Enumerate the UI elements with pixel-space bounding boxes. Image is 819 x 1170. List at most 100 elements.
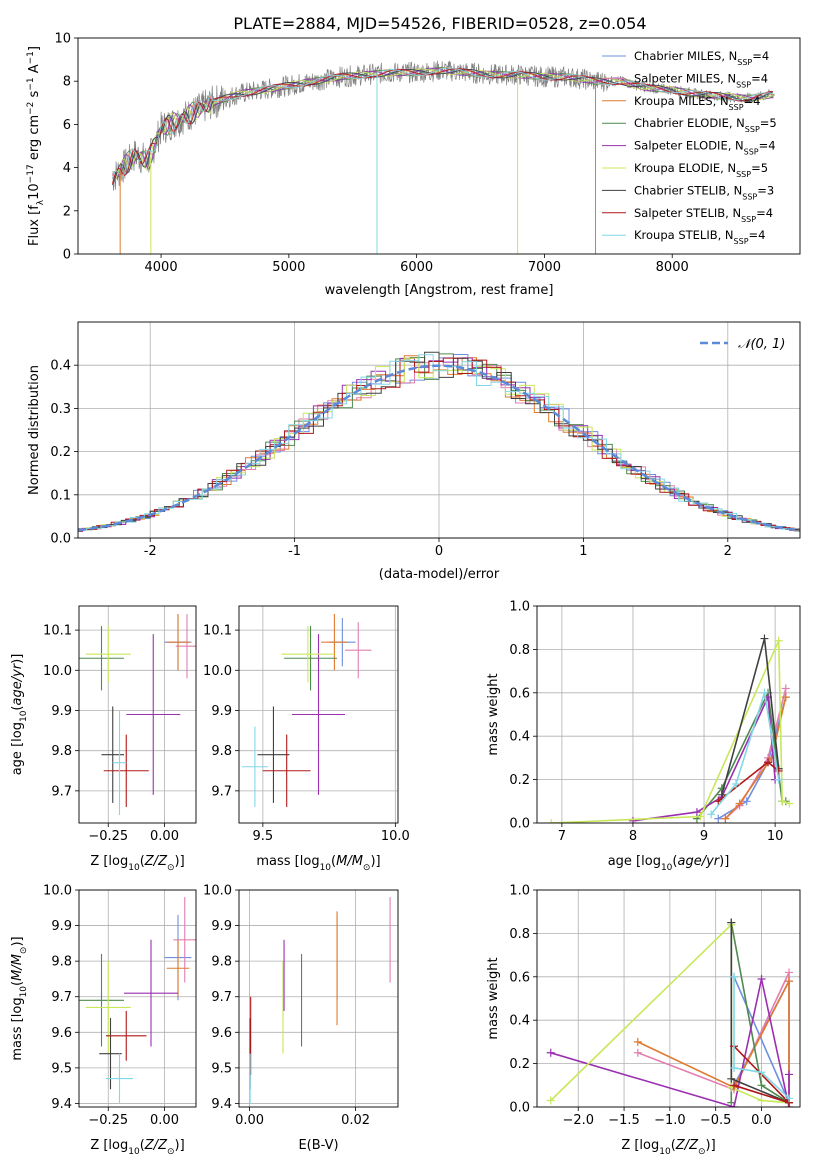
y-tick-label: 9.5 bbox=[211, 1061, 232, 1076]
y-tick-label: 10.0 bbox=[43, 884, 72, 899]
label-part: age [log bbox=[608, 854, 661, 869]
weight-line-kroupa-stelib bbox=[710, 692, 780, 815]
weight-marker-kroupa-stelib bbox=[785, 1094, 794, 1103]
x-tick-label: 8 bbox=[629, 829, 637, 844]
label-part: Z [log bbox=[90, 1138, 128, 1153]
model-line-chabrier-stelib bbox=[112, 68, 774, 185]
label-part: ( bbox=[331, 854, 336, 869]
weight_vs_age-plot bbox=[547, 634, 794, 823]
y-tick-label: 1.0 bbox=[509, 600, 530, 615]
y-tick-label: 0.0 bbox=[509, 1101, 530, 1116]
label-part: )] bbox=[706, 1138, 716, 1153]
y-tick-label: 9.7 bbox=[211, 990, 232, 1005]
label-part: E(B-V) bbox=[298, 1138, 338, 1153]
label-part: ( bbox=[140, 1138, 145, 1153]
x-tick-label: 8000 bbox=[656, 260, 689, 275]
x-tick-label: −1.5 bbox=[608, 1113, 640, 1128]
legend-label-normal: 𝒩(0, 1) bbox=[738, 337, 785, 352]
y-tick-label: 9.6 bbox=[51, 1026, 72, 1041]
y-tick-label: 0.2 bbox=[50, 445, 71, 460]
weight-marker-salpeter-stelib bbox=[764, 758, 773, 767]
weight-marker-chabrier-elodie bbox=[727, 1098, 736, 1107]
x-tick-label: −0.25 bbox=[88, 1113, 128, 1128]
y-tick-label: 0.8 bbox=[509, 927, 530, 942]
axes-frame bbox=[78, 889, 197, 1108]
y-tick-label: 10.1 bbox=[43, 624, 72, 639]
label-part: age/yr bbox=[677, 854, 720, 869]
model-line-salpeter-elodie bbox=[112, 67, 774, 179]
y-tick-label: 8 bbox=[63, 75, 71, 90]
label-part: M/M bbox=[336, 854, 363, 869]
y-tick-label: 0.0 bbox=[50, 532, 71, 547]
axes-weight_vs_Z: −2.0 −1.5 −1.0 −0.5 0.0 0.0 0.2 0.4 0.6 0.8 1.0 Z [… bbox=[486, 884, 801, 1157]
label-part: 10 bbox=[19, 710, 29, 722]
spectrum-xlabel: wavelength [Angstrom, rest frame] bbox=[325, 283, 554, 298]
weight-marker-salpeter-miles bbox=[633, 1048, 642, 1057]
weight-marker-kroupa-elodie bbox=[785, 799, 794, 808]
label-part: 10 bbox=[320, 863, 332, 873]
figure-title: PLATE=2884, MJD=54526, FIBERID=0528, z=0… bbox=[233, 14, 646, 33]
label-part: ( bbox=[10, 981, 25, 986]
y-tick-label: 0.2 bbox=[509, 1057, 530, 1072]
legend-text: Salpeter STELIB, N bbox=[634, 206, 741, 220]
y-tick-label: 9.9 bbox=[51, 919, 72, 934]
x-tick-label: 0.00 bbox=[150, 829, 179, 844]
x-tick-label: 7000 bbox=[528, 260, 561, 275]
weight-marker-kroupa-elodie bbox=[547, 819, 556, 823]
histogram-plot bbox=[78, 351, 800, 532]
y-tick-label: 9.9 bbox=[211, 704, 232, 719]
legend-sub: SSP bbox=[741, 214, 756, 223]
model-line-kroupa-stelib bbox=[112, 67, 773, 179]
normal-curve bbox=[78, 364, 800, 532]
x-tick-label: -2 bbox=[144, 544, 157, 559]
weight-marker-chabrier-elodie bbox=[757, 1081, 766, 1090]
weight-marker-kroupa-miles bbox=[767, 753, 776, 762]
label-part: s bbox=[27, 90, 42, 101]
legend-text: Chabrier STELIB, N bbox=[634, 183, 742, 197]
x-tick-label: 4000 bbox=[145, 260, 178, 275]
x-tick-label: 9.5 bbox=[253, 829, 274, 844]
axes-mass_vs_ebv: 0.00 0.02 9.4 9.5 9.6 9.7 9.8 9.9 10.0 E(B-V) bbox=[203, 884, 399, 1153]
label-part: mass [log bbox=[10, 997, 25, 1060]
legend-text: =4 bbox=[756, 206, 773, 220]
weight-marker-kroupa-stelib bbox=[707, 810, 716, 819]
label-part: )] bbox=[175, 854, 185, 869]
legend-label-salpeter-elodie: Salpeter ELODIE, NSSP=4 bbox=[634, 139, 776, 157]
y-tick-label: 6 bbox=[63, 118, 71, 133]
axes-residuals: -2 -1 0 1 2 0.0 0.1 0.2 0.3 0.4 𝒩(0, 1) (data-model… bbox=[27, 321, 801, 582]
legend-text: =5 bbox=[760, 116, 777, 130]
y-tick-label: 9.6 bbox=[211, 1026, 232, 1041]
y-tick-label: 0.3 bbox=[50, 402, 71, 417]
y-tick-label: 0.4 bbox=[509, 1014, 530, 1029]
weight-marker-salpeter-miles bbox=[785, 968, 794, 977]
y-tick-label: 10.1 bbox=[203, 624, 232, 639]
label-part: Z/Z bbox=[675, 1138, 699, 1153]
y-tick-label: 2 bbox=[63, 204, 71, 219]
residuals-ylabel: Normed distribution bbox=[27, 365, 42, 495]
weight-line-kroupa-stelib bbox=[733, 976, 790, 1099]
label-part: ( bbox=[140, 854, 145, 869]
weight-marker-salpeter-elodie bbox=[730, 1103, 739, 1107]
weight-marker-kroupa-stelib bbox=[730, 1063, 739, 1072]
legend-label-kroupa-miles: Kroupa MILES, NSSP=4 bbox=[634, 94, 760, 112]
legend-sub: SSP bbox=[742, 192, 757, 201]
weight-marker-kroupa-miles bbox=[781, 693, 790, 702]
x-tick-label: −1.0 bbox=[654, 1113, 686, 1128]
weight-marker-chabrier-stelib bbox=[717, 790, 726, 799]
weight-marker-salpeter-miles bbox=[781, 684, 790, 693]
legend-label-salpeter-stelib: Salpeter STELIB, NSSP=4 bbox=[634, 206, 773, 224]
age_vs_mass-plot bbox=[241, 614, 372, 807]
x-tick-label: 7 bbox=[558, 829, 566, 844]
y-tick-label: 0 bbox=[63, 248, 71, 263]
label-part: )] bbox=[10, 936, 25, 946]
y-tick-label: 0.4 bbox=[50, 359, 71, 374]
label-part: mass [log bbox=[256, 854, 319, 869]
label-part: 10 bbox=[128, 863, 140, 873]
y-tick-label: 4 bbox=[63, 161, 71, 176]
weight_vs_Z-plot bbox=[546, 918, 794, 1107]
y-tick-label: 10 bbox=[54, 32, 71, 47]
label-part: 10 bbox=[19, 986, 29, 998]
